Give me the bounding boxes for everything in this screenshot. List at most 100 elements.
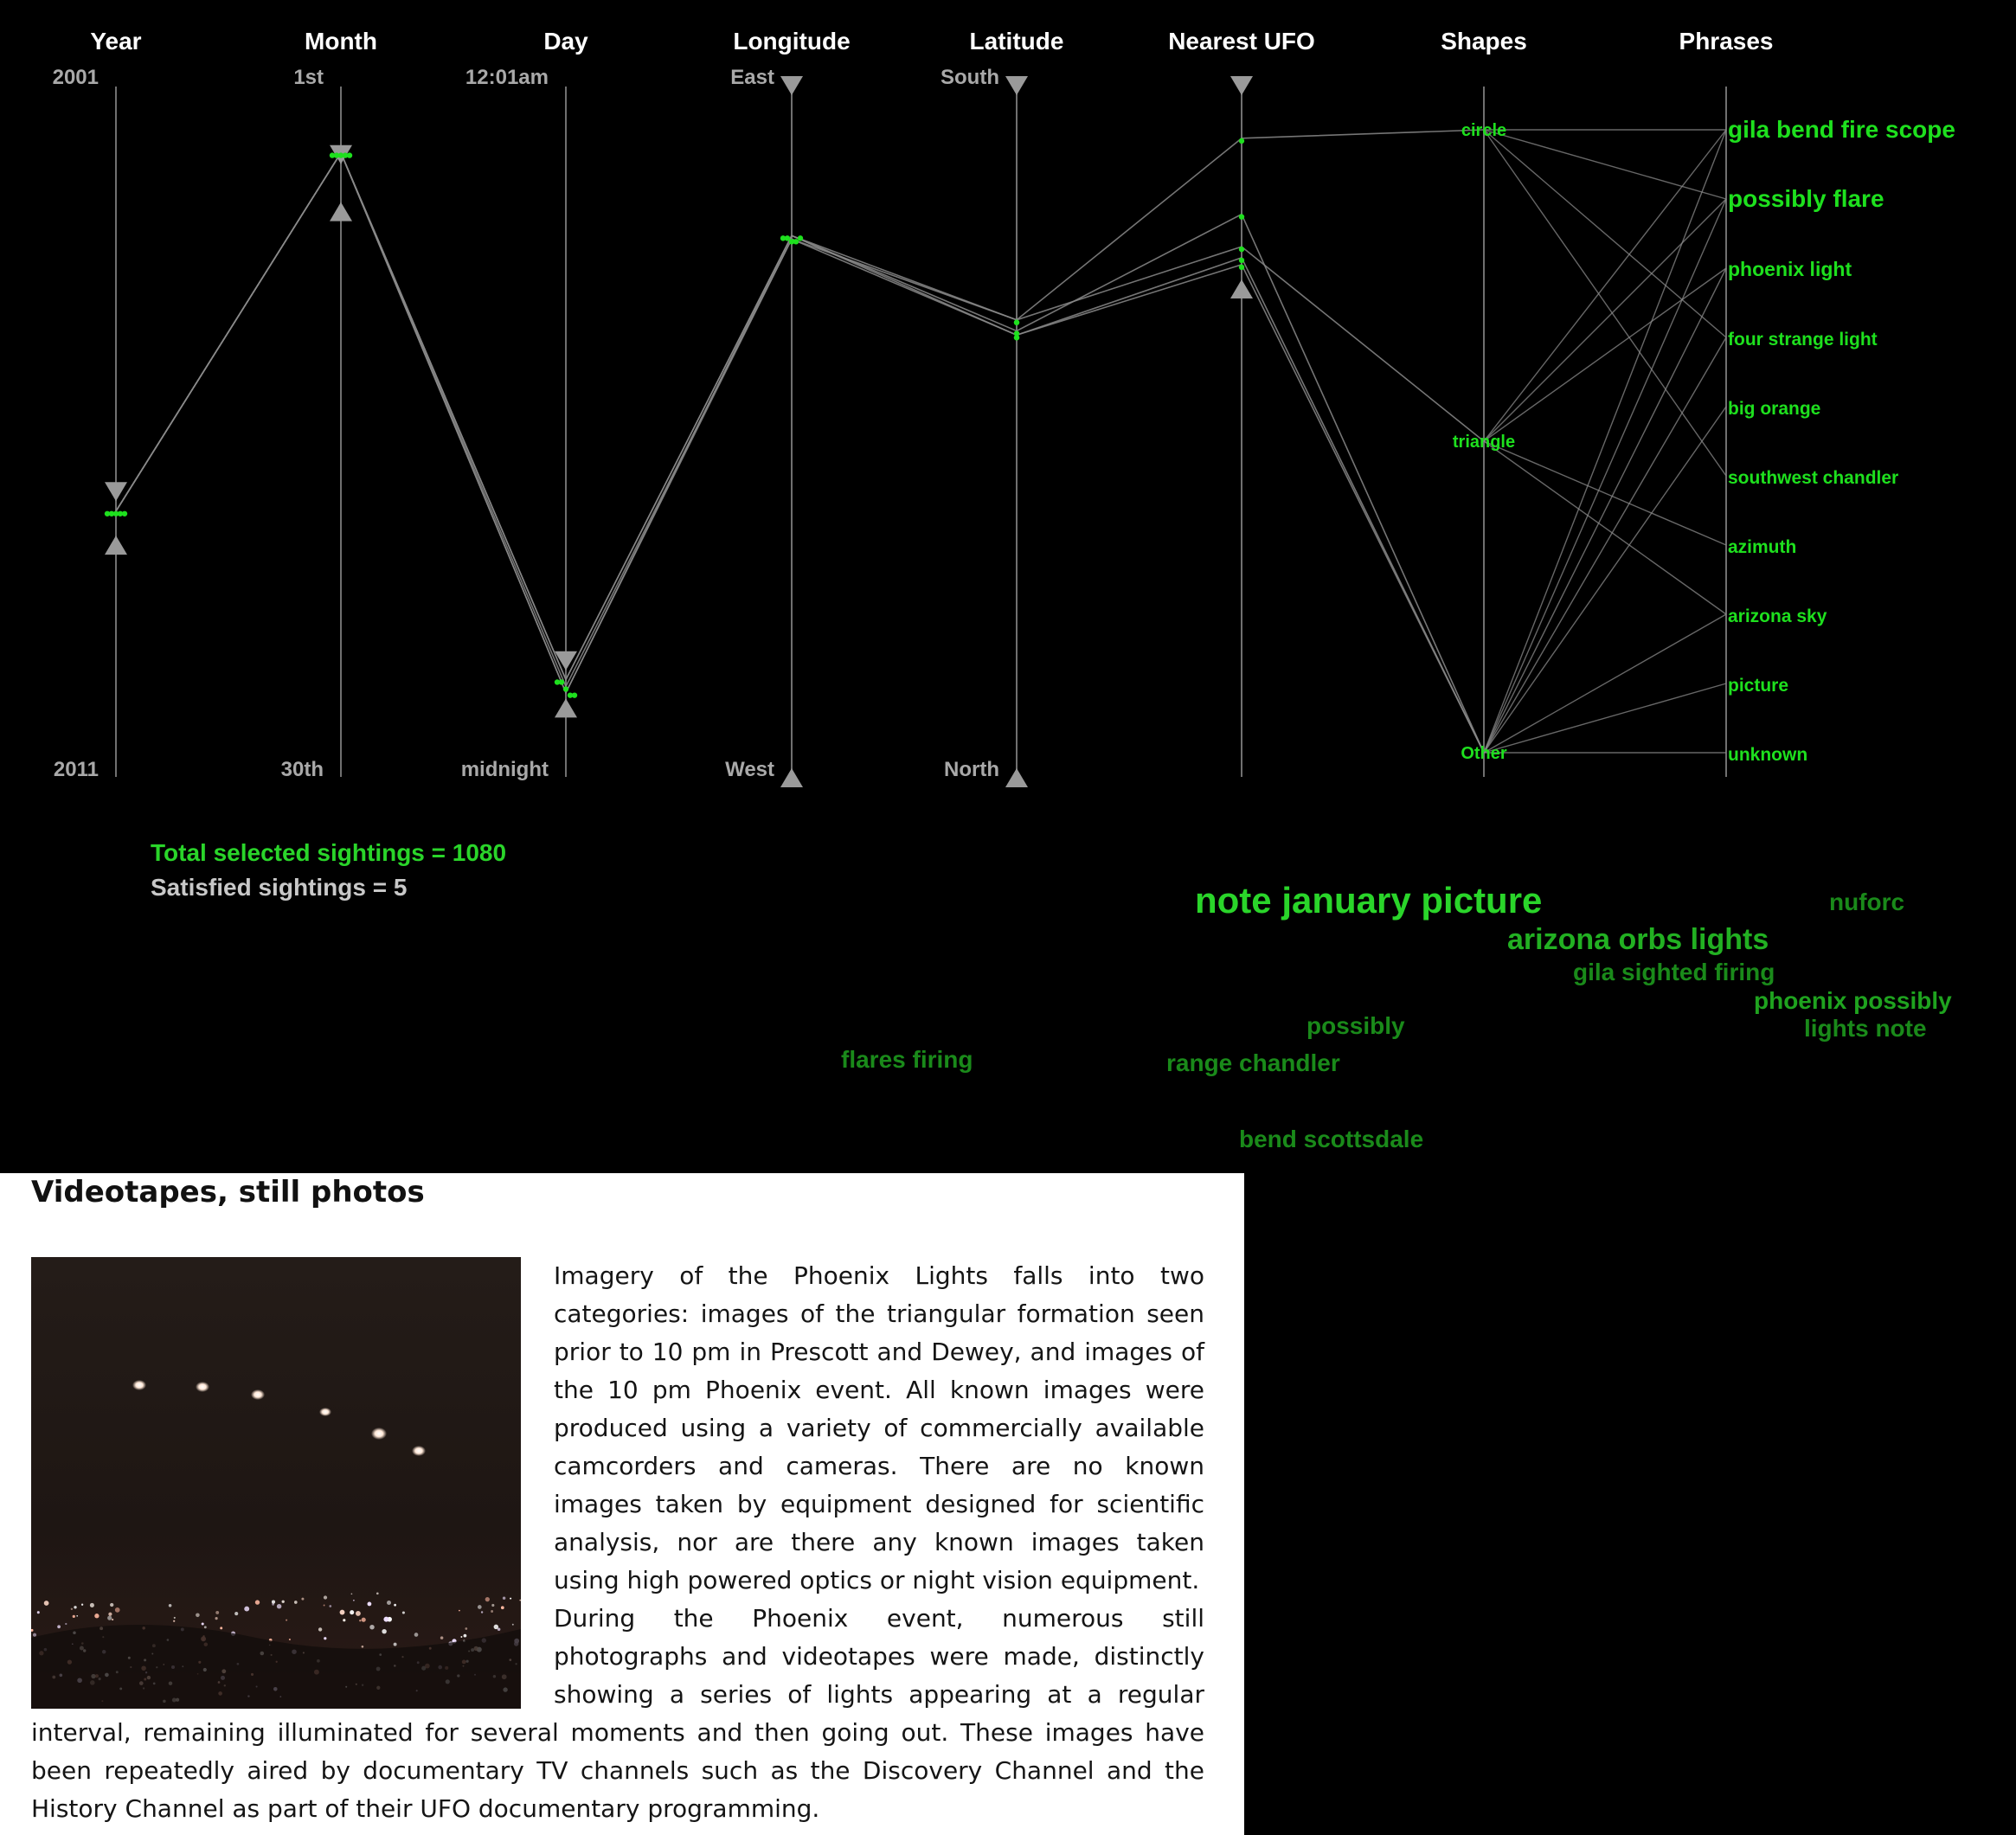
- section-heading: Videotapes, still photos: [31, 1175, 425, 1209]
- parallel-coordinates-plot[interactable]: Year 2001 2011 Month 1st 30th Day 12:01am midnig…: [0, 0, 2016, 1173]
- cloud-word[interactable]: nuforc: [1829, 889, 1905, 915]
- city-light: [94, 1614, 100, 1619]
- city-light: [355, 1610, 361, 1616]
- city-light: [460, 1636, 463, 1638]
- city-light: [286, 1619, 288, 1621]
- city-light: [502, 1596, 506, 1600]
- city-light: [329, 1605, 332, 1607]
- sighting-dot: [1013, 330, 1020, 337]
- range-handle-top[interactable]: [105, 482, 127, 502]
- phrase-category-label[interactable]: phoenix light: [1728, 258, 1852, 280]
- cloud-word[interactable]: note january picture: [1195, 880, 1543, 921]
- city-light: [234, 1612, 239, 1616]
- phrase-category-label[interactable]: southwest chandler: [1728, 468, 1898, 488]
- city-light: [168, 1604, 172, 1607]
- city-light: [350, 1593, 353, 1595]
- ufo-light: [196, 1382, 209, 1392]
- range-handles-layer[interactable]: [105, 76, 1253, 787]
- city-light: [480, 1611, 484, 1614]
- city-light: [353, 1599, 355, 1601]
- range-handle-top[interactable]: [1005, 76, 1028, 95]
- city-light: [293, 1601, 298, 1604]
- axis-top-label: South: [941, 66, 999, 89]
- phrase-category-label[interactable]: gila bend fire scope: [1728, 116, 1955, 143]
- shape-phrase-link: [1483, 198, 1727, 442]
- axis-labels-layer: Year 2001 2011 Month 1st 30th Day 12:01am midnig…: [53, 28, 1955, 781]
- city-light: [339, 1609, 345, 1615]
- range-handle-bottom[interactable]: [1005, 768, 1028, 787]
- cloud-word[interactable]: flares firing: [841, 1046, 973, 1073]
- sighting-dot: [1238, 257, 1245, 264]
- sighting-dot: [329, 152, 336, 158]
- range-handle-bottom[interactable]: [330, 202, 352, 221]
- cloud-word[interactable]: lights note: [1804, 1015, 1927, 1042]
- cloud-word[interactable]: phoenix possibly: [1754, 987, 1952, 1014]
- shape-phrase-link: [1483, 406, 1727, 754]
- shape-phrase-link: [1483, 129, 1727, 442]
- city-light: [36, 1611, 40, 1614]
- city-light: [301, 1597, 305, 1601]
- axis-title: Month: [305, 28, 377, 55]
- shape-category-label[interactable]: Other: [1461, 744, 1507, 763]
- ufo-light: [132, 1380, 146, 1390]
- sighting-dot: [558, 679, 565, 685]
- phrase-category-label[interactable]: azimuth: [1728, 537, 1796, 557]
- city-light: [497, 1627, 501, 1631]
- ufo-light: [319, 1408, 331, 1416]
- city-light: [65, 1622, 67, 1626]
- city-light: [414, 1633, 419, 1637]
- night-sky-lights-image: [31, 1257, 521, 1709]
- phrase-category-label[interactable]: four strange light: [1728, 330, 1878, 350]
- ufo-light: [412, 1446, 426, 1456]
- range-handle-bottom[interactable]: [105, 536, 127, 555]
- axes-layer: [115, 87, 1727, 777]
- axis-title: Latitude: [970, 28, 1064, 55]
- shape-category-label[interactable]: triangle: [1453, 433, 1515, 452]
- cloud-word[interactable]: bend scottsdale: [1239, 1126, 1424, 1152]
- phrase-category-label[interactable]: arizona sky: [1728, 606, 1827, 626]
- sighting-dot: [567, 692, 574, 698]
- phrase-category-label[interactable]: possibly flare: [1728, 185, 1884, 212]
- cloud-word[interactable]: gila sighted firing: [1573, 959, 1775, 985]
- ufo-lights: [132, 1380, 426, 1456]
- sighting-dot: [784, 235, 791, 241]
- city-light: [323, 1595, 328, 1600]
- city-light: [220, 1626, 223, 1630]
- range-handle-bottom[interactable]: [1230, 279, 1253, 299]
- city-light: [369, 1624, 375, 1630]
- city-light: [108, 1612, 112, 1616]
- shape-category-label[interactable]: circle: [1461, 121, 1506, 140]
- sighting-dot: [337, 152, 344, 158]
- cloud-word[interactable]: range chandler: [1166, 1049, 1340, 1076]
- range-handle-bottom[interactable]: [780, 768, 803, 787]
- range-handle-top[interactable]: [1230, 76, 1253, 95]
- city-light: [89, 1602, 94, 1607]
- phrase-category-label[interactable]: big orange: [1728, 399, 1820, 419]
- city-light: [382, 1628, 387, 1634]
- axis-top-label: East: [730, 66, 774, 89]
- city-light: [343, 1619, 346, 1622]
- cloud-word[interactable]: possibly: [1307, 1012, 1405, 1039]
- city-light: [111, 1618, 114, 1621]
- sighting-dot: [562, 686, 569, 692]
- city-light: [76, 1614, 79, 1617]
- range-handle-bottom[interactable]: [555, 698, 577, 718]
- city-light: [72, 1614, 75, 1619]
- phoenix-lights-photo[interactable]: [31, 1257, 521, 1709]
- city-light: [485, 1596, 490, 1602]
- sighting-dot: [1238, 264, 1245, 271]
- city-light: [376, 1592, 379, 1595]
- phrase-category-label[interactable]: unknown: [1728, 745, 1807, 765]
- city-light: [74, 1606, 77, 1609]
- sighting-dot: [793, 239, 799, 245]
- city-light: [491, 1603, 495, 1607]
- range-handle-top[interactable]: [780, 76, 803, 95]
- city-light: [350, 1610, 355, 1615]
- axis-bottom-label: 30th: [281, 758, 324, 781]
- range-handle-top[interactable]: [555, 651, 577, 670]
- phrase-category-label[interactable]: picture: [1728, 676, 1788, 696]
- city-light: [463, 1633, 467, 1638]
- city-light: [215, 1610, 220, 1614]
- shape-phrase-link: [1483, 267, 1727, 754]
- cloud-word[interactable]: arizona orbs lights: [1507, 923, 1769, 956]
